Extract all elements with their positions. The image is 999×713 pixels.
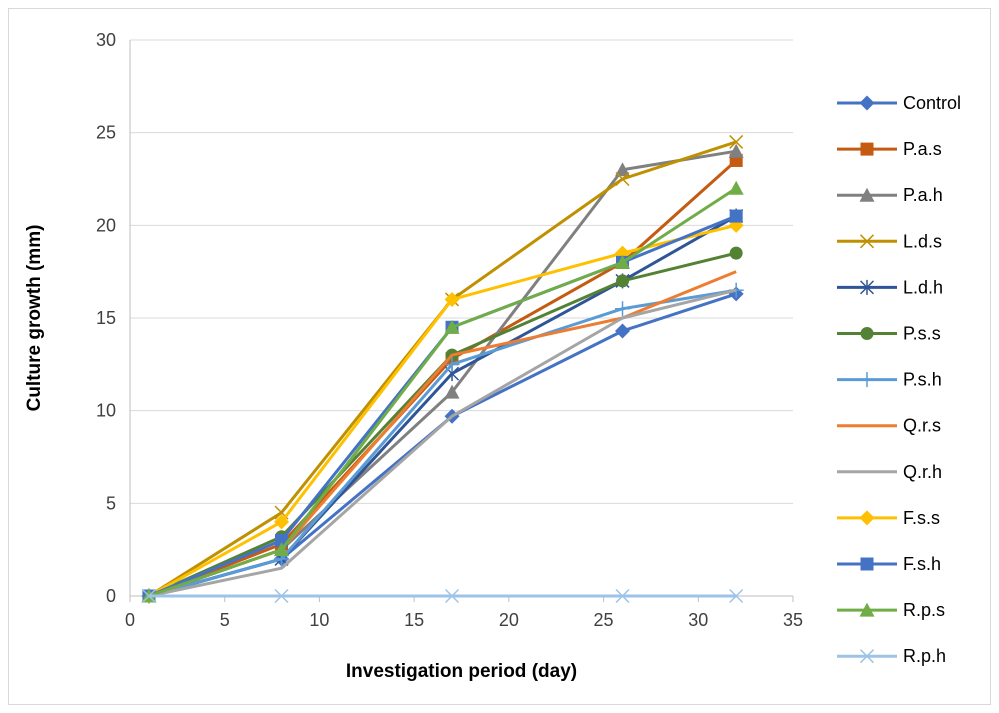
x-axis-title: Investigation period (day) <box>346 661 577 682</box>
data-point <box>859 187 875 202</box>
series-line <box>148 288 737 598</box>
data-point <box>859 234 875 249</box>
data-point <box>729 134 744 149</box>
legend-item: L.d.s <box>837 231 942 251</box>
y-tick-label: 10 <box>96 401 116 421</box>
data-point <box>860 142 874 156</box>
legend-item: L.d.h <box>837 277 943 297</box>
data-point <box>444 588 460 604</box>
data-point <box>444 319 460 334</box>
data-point <box>728 180 744 195</box>
x-tick-label: 20 <box>499 610 519 630</box>
data-point <box>444 384 460 399</box>
legend-label: Q.r.s <box>903 416 941 436</box>
data-point <box>859 95 875 111</box>
data-point <box>615 171 630 187</box>
y-axis-title: Culture growth (mm) <box>24 225 45 412</box>
legend-item: Q.r.s <box>837 416 941 436</box>
series-p-s-h <box>141 282 744 604</box>
series-r-p-s <box>141 180 744 603</box>
series-line <box>148 288 737 598</box>
legend-label: Q.r.h <box>903 462 942 482</box>
x-tick-label: 35 <box>783 610 803 630</box>
data-point <box>274 588 289 604</box>
data-point <box>860 557 874 571</box>
x-tick-label: 0 <box>125 610 135 630</box>
y-tick-label: 15 <box>96 308 116 328</box>
data-point <box>860 327 874 340</box>
legend-item: F.s.h <box>837 554 941 574</box>
y-tick-label: 5 <box>106 493 116 513</box>
data-point <box>616 274 630 288</box>
legend-label: P.a.s <box>903 139 942 159</box>
legend-item: Control <box>837 93 961 113</box>
legend-item: R.p.s <box>837 600 945 620</box>
data-point <box>729 209 743 223</box>
data-point <box>615 162 631 177</box>
data-point <box>615 301 631 317</box>
legend-label: P.a.h <box>903 185 943 205</box>
y-tick-label: 0 <box>106 586 116 606</box>
legend-label: R.p.s <box>903 600 945 620</box>
data-point <box>444 356 460 372</box>
data-point <box>859 602 875 617</box>
series-q-r-h <box>148 288 737 598</box>
y-tick-label: 25 <box>96 123 116 143</box>
legend-item: Q.r.h <box>837 462 942 482</box>
data-point <box>615 323 631 339</box>
legend-label: F.s.h <box>903 554 941 574</box>
legend-item: F.s.s <box>837 508 940 528</box>
legend-label: L.d.s <box>903 231 942 251</box>
series-line <box>148 187 737 598</box>
data-point <box>615 254 631 269</box>
data-point <box>274 542 290 557</box>
legend-label: L.d.h <box>903 277 943 297</box>
legend-label: R.p.h <box>903 646 946 666</box>
data-point <box>859 279 875 295</box>
data-point <box>859 649 875 664</box>
legend-label: P.s.h <box>903 370 942 390</box>
x-tick-label: 5 <box>220 610 230 630</box>
x-tick-label: 15 <box>404 610 424 630</box>
series-lines <box>141 134 744 604</box>
data-point <box>859 372 875 388</box>
legend: Control P.a.s P.a.h L.d.s L.d.h P.s.s P.s.h Q.r… <box>837 93 961 666</box>
data-point <box>141 588 156 604</box>
legend-item: P.a.s <box>837 139 942 159</box>
data-point <box>729 246 743 260</box>
x-tick-label: 10 <box>309 610 329 630</box>
y-tick-label: 30 <box>96 30 116 50</box>
x-tick-label: 25 <box>594 610 614 630</box>
data-point <box>729 588 744 604</box>
data-point <box>274 514 290 530</box>
legend-label: P.s.s <box>903 324 941 344</box>
series-p-a-s <box>142 153 743 603</box>
data-point <box>859 510 875 526</box>
series-control <box>141 286 744 604</box>
legend-label: F.s.s <box>903 508 940 528</box>
legend-item: P.a.h <box>837 185 943 205</box>
x-tick-label: 30 <box>688 610 708 630</box>
gridlines <box>130 39 793 597</box>
legend-label: Control <box>903 93 961 113</box>
series-r-p-h <box>141 588 744 604</box>
data-point <box>444 291 460 307</box>
data-point <box>615 588 630 604</box>
legend-item: R.p.h <box>837 646 946 666</box>
legend-item: P.s.h <box>837 370 942 390</box>
legend-item: P.s.s <box>837 324 941 344</box>
y-tick-label: 20 <box>96 215 116 235</box>
data-point <box>728 143 744 158</box>
